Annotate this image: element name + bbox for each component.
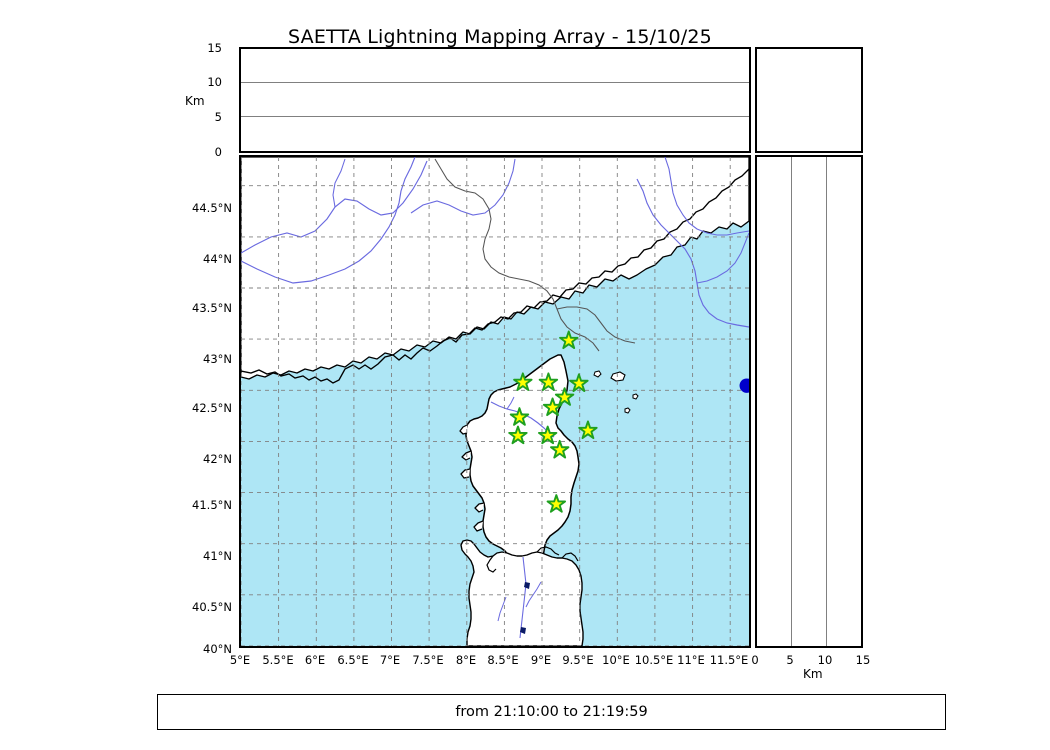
alt-tick-10: 10 bbox=[207, 75, 222, 89]
time-range-statusbar[interactable]: from 21:10:00 to 21:19:59 bbox=[157, 694, 946, 730]
lat-tick-40_5: 40.5°N bbox=[192, 600, 232, 614]
lon-tick-10: 10°E bbox=[602, 653, 630, 667]
lon-tick-7_5: 7.5°E bbox=[412, 653, 444, 667]
lat-tick-44: 44°N bbox=[203, 252, 232, 266]
gridline-alt-10 bbox=[241, 82, 749, 83]
altitude-longitude-panel[interactable] bbox=[755, 155, 863, 648]
map-graticule bbox=[241, 157, 749, 646]
lat-tick-43: 43°N bbox=[203, 352, 232, 366]
lat-tick-41_5: 41.5°N bbox=[192, 498, 232, 512]
map-canvas bbox=[241, 157, 749, 646]
lon-tick-5_5: 5.5°E bbox=[262, 653, 294, 667]
lon-tick-5: 5°E bbox=[229, 653, 251, 667]
gridline-km-5 bbox=[791, 157, 792, 646]
lat-tick-41: 41°N bbox=[203, 549, 232, 563]
alt-tick-0: 0 bbox=[214, 145, 222, 159]
altitude-time-panel[interactable] bbox=[239, 47, 751, 153]
lon-tick-8: 8°E bbox=[455, 653, 477, 667]
alt-tick-15: 15 bbox=[207, 41, 222, 55]
lon-tick-11_5: 11.5°E bbox=[709, 653, 749, 667]
right-axis-label: Km bbox=[803, 667, 823, 681]
lat-tick-42: 42°N bbox=[203, 452, 232, 466]
lon-tick-8_5: 8.5°E bbox=[487, 653, 519, 667]
lat-tick-40: 40°N bbox=[203, 642, 232, 656]
lon-tick-9_5: 9.5°E bbox=[562, 653, 594, 667]
km-tick-15: 15 bbox=[855, 653, 871, 667]
lon-tick-6: 6°E bbox=[304, 653, 326, 667]
lon-tick-9: 9°E bbox=[530, 653, 552, 667]
km-tick-5: 5 bbox=[786, 653, 794, 667]
lon-tick-10_5: 10.5°E bbox=[634, 653, 674, 667]
km-tick-0: 0 bbox=[751, 653, 759, 667]
page-title: SAETTA Lightning Mapping Array - 15/10/2… bbox=[288, 26, 712, 48]
km-tick-10: 10 bbox=[817, 653, 833, 667]
elba-island bbox=[610, 371, 626, 382]
lat-tick-42_5: 42.5°N bbox=[192, 401, 232, 415]
alt-tick-5: 5 bbox=[214, 110, 222, 124]
vhf-source-markers bbox=[739, 378, 749, 393]
lat-tick-43_5: 43.5°N bbox=[192, 301, 232, 315]
lon-tick-6_5: 6.5°E bbox=[337, 653, 369, 667]
altitude-axis-label: Km bbox=[185, 94, 205, 108]
time-range-text: from 21:10:00 to 21:19:59 bbox=[455, 704, 648, 720]
gridline-alt-5 bbox=[241, 116, 749, 117]
vhf-source-dot bbox=[739, 378, 749, 393]
altitude-histogram-corner-panel[interactable] bbox=[755, 47, 863, 153]
lon-tick-11: 11°E bbox=[677, 653, 705, 667]
gridline-km-10 bbox=[826, 157, 827, 646]
lat-tick-44_5: 44.5°N bbox=[192, 201, 232, 215]
lon-tick-7: 7°E bbox=[379, 653, 401, 667]
sardinia-landmass bbox=[460, 539, 584, 646]
map-panel[interactable] bbox=[239, 155, 751, 648]
